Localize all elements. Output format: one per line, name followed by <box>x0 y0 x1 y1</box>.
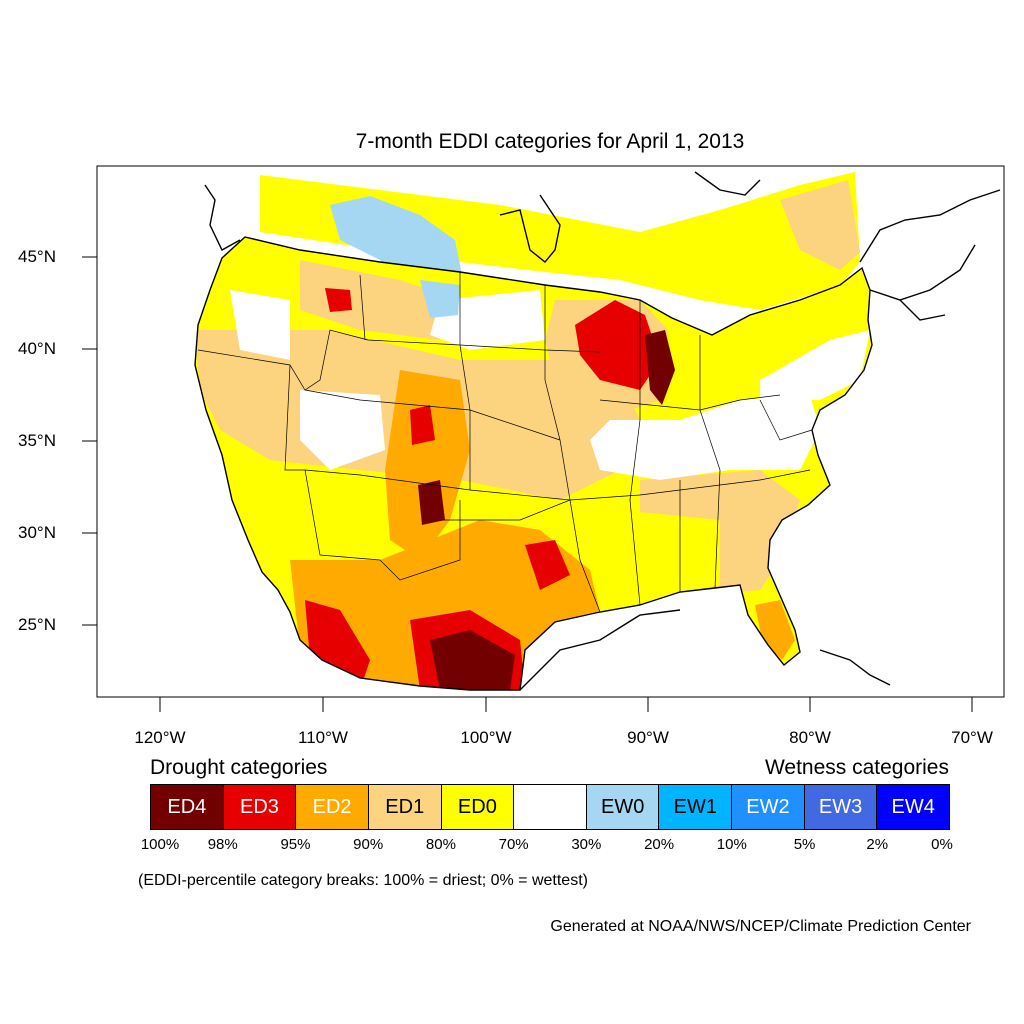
latitude-label: 30°N <box>18 523 56 542</box>
legend-cell <box>513 784 586 830</box>
longitude-label: 100°W <box>460 728 512 747</box>
longitude-label: 90°W <box>627 728 669 747</box>
longitude-label: 80°W <box>789 728 831 747</box>
drought-categories-heading: Drought categories <box>150 756 328 779</box>
northwest-ew0-patch <box>420 280 460 318</box>
break-label: 10% <box>716 836 747 853</box>
canada-coastline <box>204 171 1001 321</box>
category-breaks-note: (EDDI-percentile category breaks: 100% =… <box>138 872 588 889</box>
southwest-ed2-region <box>290 520 600 690</box>
legend-cell: ED1 <box>367 784 441 830</box>
rockies-ed2-region <box>385 370 470 560</box>
break-label: 5% <box>793 836 816 853</box>
latitude-label: 35°N <box>18 431 56 450</box>
legend-cell: ED2 <box>295 784 368 830</box>
texas-ed3-region <box>305 600 370 690</box>
latitude-label: 40°N <box>18 339 56 358</box>
break-label: 0% <box>931 836 953 853</box>
legend-cell: ED4 <box>150 784 223 830</box>
credit-text: Generated at NOAA/NWS/NCEP/Climate Predi… <box>550 918 971 935</box>
northern-ed1-region <box>300 260 460 340</box>
michigan-ed4-region <box>645 330 675 405</box>
break-label: 20% <box>644 836 675 853</box>
southeast-ed0-region <box>618 510 720 600</box>
lake-michigan-ed3-region <box>575 300 660 390</box>
new-mexico-ed4-patch <box>418 480 445 525</box>
break-label: 30% <box>571 836 602 853</box>
legend-cell: EW4 <box>876 784 951 830</box>
northern-plains-normal-region <box>430 290 545 350</box>
canada-ed1-patch <box>780 180 860 270</box>
break-label: 90% <box>353 836 384 853</box>
break-label: 98% <box>207 836 238 853</box>
break-label: 2% <box>866 836 889 853</box>
colorado-ed3-patch <box>410 405 435 445</box>
northeast-normal-region <box>760 330 870 400</box>
wetness-categories-heading: Wetness categories <box>764 756 949 779</box>
midwest-normal-region <box>590 395 820 480</box>
break-label: 100% <box>140 836 180 853</box>
legend-cell: ED3 <box>222 784 296 830</box>
longitude-label: 70°W <box>951 728 993 747</box>
break-label: 95% <box>280 836 311 853</box>
break-label: 80% <box>425 836 456 853</box>
latitude-label: 25°N <box>18 615 56 634</box>
longitude-label: 120°W <box>134 728 186 747</box>
oklahoma-ed3-patch <box>525 540 570 590</box>
south-texas-ed4-region <box>430 630 515 690</box>
canada-shading <box>260 172 860 310</box>
legend-cell: EW0 <box>585 784 659 830</box>
state-boundaries <box>194 236 873 691</box>
legend-cell: EW3 <box>803 784 877 830</box>
florida-ed2-patch <box>755 600 795 660</box>
great-basin-normal-region <box>300 390 385 470</box>
break-label: 70% <box>498 836 529 853</box>
longitude-label: 110°W <box>298 728 348 747</box>
west-normal-region <box>230 290 290 360</box>
latitude-label: 45°N <box>18 247 56 266</box>
legend-cell: ED0 <box>440 784 514 830</box>
legend-cell: EW2 <box>731 784 804 830</box>
legend-cell: EW1 <box>658 784 732 830</box>
map-title: 7-month EDDI categories for April 1, 201… <box>355 130 745 153</box>
mexico-coastline <box>519 609 891 691</box>
idaho-ed3-patch <box>325 288 352 312</box>
category-legend-bar: ED4 ED3 ED2 ED1 ED0 EW0 EW1 EW2 EW3 EW4 <box>150 784 951 830</box>
